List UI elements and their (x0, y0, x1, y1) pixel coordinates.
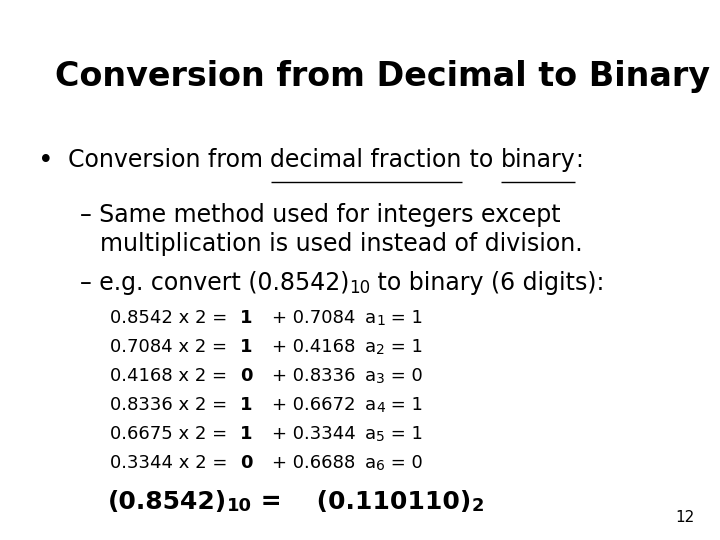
Text: •: • (38, 148, 53, 174)
Text: = 1: = 1 (385, 338, 423, 356)
Text: 3: 3 (376, 372, 385, 386)
Text: a: a (365, 454, 376, 472)
Text: 10: 10 (227, 497, 252, 515)
Text: + 0.6688: + 0.6688 (272, 454, 355, 472)
Text: 0.8542 x 2 =: 0.8542 x 2 = (110, 309, 228, 327)
Text: + 0.6672: + 0.6672 (272, 396, 356, 414)
Text: = 0: = 0 (385, 367, 423, 385)
Text: to binary (6 digits):: to binary (6 digits): (371, 271, 605, 295)
Text: a: a (365, 309, 376, 327)
Text: + 0.7084: + 0.7084 (272, 309, 356, 327)
Text: Conversion from Decimal to Binary: Conversion from Decimal to Binary (55, 60, 710, 93)
Text: binary: binary (500, 148, 575, 172)
Text: :: : (575, 148, 583, 172)
Text: 0.7084 x 2 =: 0.7084 x 2 = (110, 338, 227, 356)
Text: to: to (462, 148, 500, 172)
Text: 1: 1 (376, 314, 385, 328)
Text: + 0.8336: + 0.8336 (272, 367, 356, 385)
Text: 2: 2 (376, 343, 385, 357)
Text: 1: 1 (240, 396, 253, 414)
Text: a: a (365, 338, 376, 356)
Text: multiplication is used instead of division.: multiplication is used instead of divisi… (100, 232, 582, 256)
Text: 5: 5 (376, 430, 385, 444)
Text: 2: 2 (472, 497, 484, 515)
Text: 6: 6 (376, 459, 385, 473)
Text: Conversion from: Conversion from (68, 148, 271, 172)
Text: a: a (365, 396, 376, 414)
Text: 0.4168 x 2 =: 0.4168 x 2 = (110, 367, 227, 385)
Text: – e.g. convert (0.8542): – e.g. convert (0.8542) (80, 271, 349, 295)
Text: 1: 1 (240, 309, 253, 327)
Text: = 1: = 1 (385, 309, 423, 327)
Text: (0.8542): (0.8542) (108, 490, 227, 514)
Text: 0.3344 x 2 =: 0.3344 x 2 = (110, 454, 228, 472)
Text: = 1: = 1 (385, 396, 423, 414)
Text: 0: 0 (240, 367, 253, 385)
Text: 12: 12 (676, 510, 695, 525)
Text: a: a (365, 425, 376, 443)
Text: decimal fraction: decimal fraction (271, 148, 462, 172)
Text: = 0: = 0 (385, 454, 423, 472)
Text: 4: 4 (376, 401, 385, 415)
Text: 0: 0 (240, 454, 253, 472)
Text: 0.8336 x 2 =: 0.8336 x 2 = (110, 396, 227, 414)
Text: 10: 10 (349, 279, 371, 297)
Text: 1: 1 (240, 425, 253, 443)
Text: 1: 1 (240, 338, 253, 356)
Text: =    (0.110110): = (0.110110) (252, 490, 472, 514)
Text: 0.6675 x 2 =: 0.6675 x 2 = (110, 425, 227, 443)
Text: – Same method used for integers except: – Same method used for integers except (80, 203, 561, 227)
Text: + 0.4168: + 0.4168 (272, 338, 356, 356)
Text: + 0.3344: + 0.3344 (272, 425, 356, 443)
Text: a: a (365, 367, 376, 385)
Text: = 1: = 1 (385, 425, 423, 443)
